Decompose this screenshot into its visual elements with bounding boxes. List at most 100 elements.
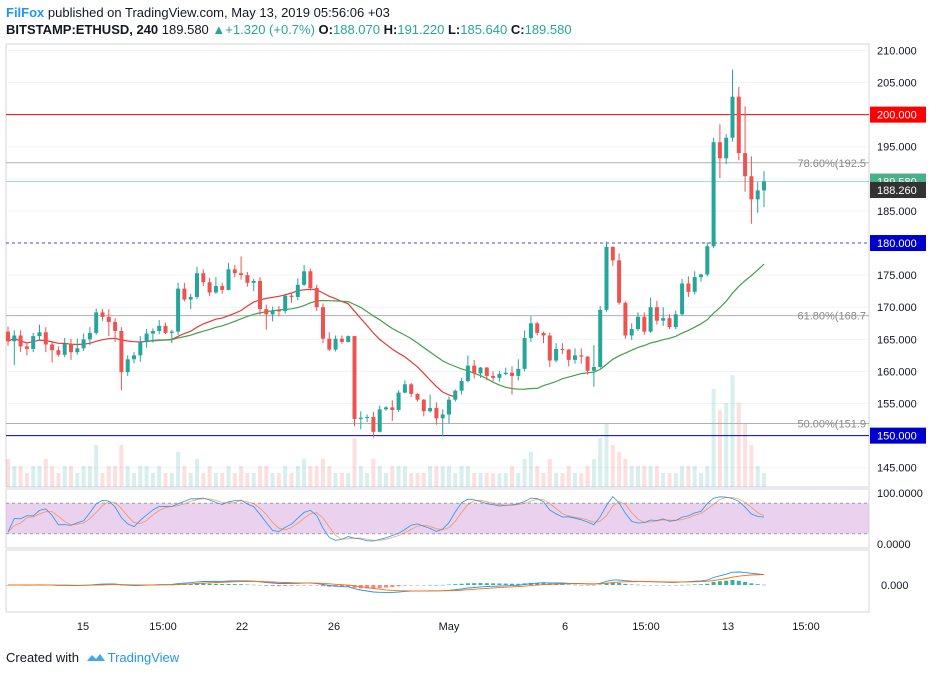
candle-body xyxy=(308,271,313,288)
time-axis[interactable]: 15 15:00 22 26 May 6 15:00 13 15:00 xyxy=(77,621,820,633)
macd-histogram-bar xyxy=(453,584,458,585)
macd-signal-line xyxy=(8,574,765,592)
macd-histogram-bar xyxy=(264,585,269,586)
candle-body xyxy=(352,336,357,419)
candle-body xyxy=(604,246,609,310)
candle-body xyxy=(755,190,760,200)
macd-histogram-bar xyxy=(371,585,376,589)
price-axis[interactable]: 210.000205.000200.000195.000190.000185.0… xyxy=(870,45,926,592)
macd-histogram-bar xyxy=(314,585,319,586)
candle-body xyxy=(585,356,590,371)
candle-body xyxy=(258,280,262,310)
volume-bar xyxy=(428,466,433,487)
publisher-name[interactable]: FilFox xyxy=(6,5,45,20)
candle-body xyxy=(762,181,766,191)
price-levels: 78.60%(192.5 61.80%(168.7 50.00%(151.9 xyxy=(6,114,869,437)
candle-body xyxy=(396,392,401,410)
candle-body xyxy=(195,273,199,297)
candle-body xyxy=(699,274,703,278)
candle-body xyxy=(743,153,748,177)
macd-histogram-bar xyxy=(321,585,325,587)
volume-bar xyxy=(573,473,577,487)
macd-histogram-bar xyxy=(699,584,703,585)
tradingview-logo-icon xyxy=(86,654,105,661)
candle-body xyxy=(327,338,332,350)
candle-body xyxy=(270,310,275,315)
volume-bar xyxy=(447,466,451,487)
volume-bar xyxy=(31,466,36,487)
volume-bar xyxy=(138,466,143,487)
volume-bar xyxy=(18,466,23,487)
candle-body xyxy=(654,307,659,321)
candle-body xyxy=(547,335,552,361)
candle-body xyxy=(541,332,546,336)
volume-bar xyxy=(100,473,105,487)
macd-histogram-bar xyxy=(245,584,250,586)
volume-bar xyxy=(598,438,603,487)
candle-body xyxy=(535,323,540,333)
candle-body xyxy=(730,96,735,138)
volume-bar xyxy=(308,466,313,487)
macd-histogram-bar xyxy=(339,585,344,587)
volume-bar xyxy=(566,466,571,487)
candle-body xyxy=(478,367,483,374)
candle-body xyxy=(365,417,370,419)
volume-bar xyxy=(195,459,199,487)
stochastic-pane xyxy=(6,495,869,542)
macd-histogram-bar xyxy=(276,585,281,587)
macd-histogram-bar xyxy=(730,579,735,585)
candle-body xyxy=(491,375,496,378)
macd-histogram-bar xyxy=(295,585,300,586)
macd-histogram-bar xyxy=(459,583,464,585)
candle-body xyxy=(636,316,640,330)
tradingview-brand[interactable]: TradingView xyxy=(107,650,180,665)
volume-bar xyxy=(636,466,640,487)
volume-bar xyxy=(591,459,596,487)
fib-label: 50.00%(151.9 xyxy=(798,418,867,430)
macd-histogram-bar xyxy=(232,584,237,585)
volume-bar xyxy=(762,473,766,487)
macd-histogram-bar xyxy=(566,584,571,586)
macd-histogram-bar xyxy=(573,584,577,586)
volume-bar xyxy=(119,445,124,487)
macd-histogram-bar xyxy=(516,583,521,585)
change-arrow-icon: ▲ xyxy=(212,22,226,37)
candle-body xyxy=(339,338,344,342)
candle-body xyxy=(358,417,363,419)
candle-body xyxy=(573,355,577,360)
candle-body xyxy=(522,338,527,369)
candle-body xyxy=(384,407,388,410)
volume-bar xyxy=(409,473,414,487)
candle-body xyxy=(321,307,325,339)
candle-body xyxy=(113,321,118,331)
volume-bar xyxy=(213,473,218,487)
volume-bar xyxy=(358,466,363,487)
candlesticks[interactable] xyxy=(6,69,766,438)
candle-body xyxy=(94,312,99,333)
macd-histogram-bar xyxy=(352,585,357,588)
volume-bar xyxy=(724,403,729,487)
volume-bar xyxy=(377,466,382,487)
volume-bar xyxy=(547,459,552,487)
time-tick-label: 15 xyxy=(77,621,89,633)
volume-bar xyxy=(169,473,174,487)
candle-body xyxy=(283,295,288,312)
price-tick-label: 155.000 xyxy=(877,399,917,411)
macd-histogram-bar xyxy=(207,583,212,585)
volume-bar xyxy=(749,445,754,487)
volume-bar xyxy=(321,459,325,487)
candle-body xyxy=(176,288,181,332)
macd-histogram-bar xyxy=(421,585,426,586)
candle-body xyxy=(37,332,42,337)
candle-body xyxy=(736,96,741,154)
time-tick-label: 13 xyxy=(722,621,734,633)
candle-body xyxy=(56,350,61,355)
volume-bar xyxy=(56,473,61,487)
macd-histogram-bar xyxy=(661,585,666,586)
close-price-tag-bg xyxy=(870,181,926,198)
candle-body xyxy=(749,176,754,200)
volume-bar xyxy=(440,466,445,487)
time-tick-label: May xyxy=(439,621,460,633)
candle-body xyxy=(642,316,647,332)
